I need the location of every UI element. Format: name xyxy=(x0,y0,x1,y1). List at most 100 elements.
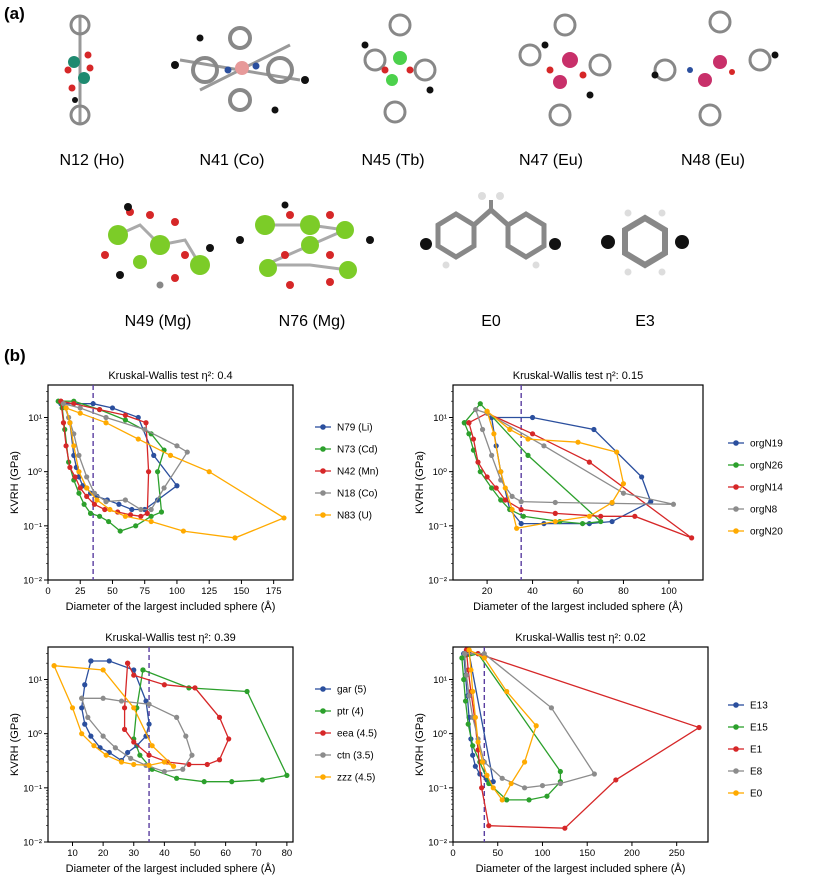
legend-marker xyxy=(320,752,326,758)
molecule-label-n47: N47 (Eu) xyxy=(518,152,584,169)
x-tick-label: 40 xyxy=(527,586,538,597)
series-line-3 xyxy=(123,662,230,766)
data-point xyxy=(106,658,112,664)
data-point xyxy=(479,785,485,791)
legend-label: E1 xyxy=(750,745,763,756)
data-point xyxy=(100,695,106,701)
x-tick-label: 40 xyxy=(159,848,170,859)
x-axis-label: Diameter of the largest included sphere … xyxy=(66,600,276,613)
data-point xyxy=(498,469,504,475)
y-tick-label: 10⁰ xyxy=(433,729,448,740)
series-line-5 xyxy=(53,665,175,767)
molecule-label-n45: N45 (Tb) xyxy=(361,152,425,169)
data-point xyxy=(69,705,76,711)
data-point xyxy=(91,501,98,507)
legend-label: N73 (Cd) xyxy=(337,445,378,456)
data-point xyxy=(158,509,165,515)
legend-marker xyxy=(733,724,739,730)
x-axis-label: Diameter of the largest included sphere … xyxy=(473,600,683,613)
data-point xyxy=(72,474,78,480)
data-point xyxy=(161,682,167,688)
data-point xyxy=(648,499,654,505)
data-point xyxy=(466,693,472,699)
panel-a-label: (a) xyxy=(4,4,25,23)
data-point xyxy=(463,672,470,678)
data-point xyxy=(100,733,106,739)
data-point xyxy=(128,755,134,761)
plot-frame xyxy=(47,384,294,581)
data-point xyxy=(461,420,467,426)
data-point xyxy=(489,452,495,458)
chart-3: Kruskal-Wallis test η²: 0.39 10 20 30 40 50 60… xyxy=(9,632,377,875)
data-point xyxy=(508,780,514,787)
data-point xyxy=(143,420,149,426)
legend-label: gar (5) xyxy=(337,685,366,696)
y-tick-label: 10⁻² xyxy=(23,838,42,849)
data-point xyxy=(502,497,508,503)
data-point xyxy=(470,743,476,749)
data-point xyxy=(121,726,128,732)
legend-marker xyxy=(733,506,739,512)
y-tick-label: 10⁻¹ xyxy=(428,783,447,794)
data-point xyxy=(504,688,510,695)
data-point xyxy=(148,513,154,519)
data-point xyxy=(84,485,90,491)
legend-label: N79 (Li) xyxy=(337,423,373,434)
data-point xyxy=(477,401,483,407)
x-tick-label: 75 xyxy=(139,586,150,597)
data-point xyxy=(466,420,472,426)
data-point xyxy=(529,431,536,437)
x-tick-label: 25 xyxy=(75,586,86,597)
data-point xyxy=(103,420,109,426)
x-tick-label: 20 xyxy=(98,848,109,859)
data-point xyxy=(216,757,223,763)
legend-label: orgN8 xyxy=(750,505,778,516)
data-point xyxy=(79,705,85,711)
x-tick-label: 60 xyxy=(220,848,231,859)
legend-marker xyxy=(733,484,739,490)
y-axis-label: KVRH (GPa) xyxy=(9,713,21,776)
data-point xyxy=(475,459,481,465)
data-point xyxy=(118,698,125,704)
series-line-1 xyxy=(490,416,652,525)
data-point xyxy=(201,779,207,785)
molecule-e3 xyxy=(601,209,689,276)
data-point xyxy=(131,761,137,768)
data-point xyxy=(591,426,597,433)
data-point xyxy=(472,763,478,769)
data-point xyxy=(189,752,195,758)
data-point xyxy=(184,449,190,455)
data-point xyxy=(84,474,90,480)
data-point xyxy=(204,761,210,768)
data-point xyxy=(499,797,505,803)
legend-marker xyxy=(733,746,739,752)
data-point xyxy=(479,759,486,765)
data-point xyxy=(125,660,131,666)
legend-label: N42 (Mn) xyxy=(337,467,379,478)
data-point xyxy=(518,506,524,513)
data-point xyxy=(174,714,180,720)
legend-label: zzz (4.5) xyxy=(337,773,375,784)
data-point xyxy=(613,777,619,783)
molecule-n76 xyxy=(236,201,374,289)
data-point xyxy=(109,405,116,411)
data-point xyxy=(481,651,487,657)
data-point xyxy=(96,406,103,413)
data-point xyxy=(148,506,154,513)
x-tick-label: 100 xyxy=(535,848,551,859)
data-point xyxy=(79,731,85,737)
data-point xyxy=(281,515,287,521)
x-tick-label: 70 xyxy=(251,848,262,859)
legend-marker xyxy=(733,462,739,468)
data-point xyxy=(459,655,465,661)
data-point xyxy=(151,452,157,458)
data-point xyxy=(539,782,546,789)
legend-label: orgN14 xyxy=(750,483,783,494)
data-point xyxy=(125,749,131,756)
data-point xyxy=(100,667,106,673)
data-point xyxy=(586,459,592,465)
n45-metal-2 xyxy=(386,74,398,86)
data-point xyxy=(155,469,161,475)
data-point xyxy=(689,535,695,541)
x-tick-label: 150 xyxy=(579,848,595,859)
